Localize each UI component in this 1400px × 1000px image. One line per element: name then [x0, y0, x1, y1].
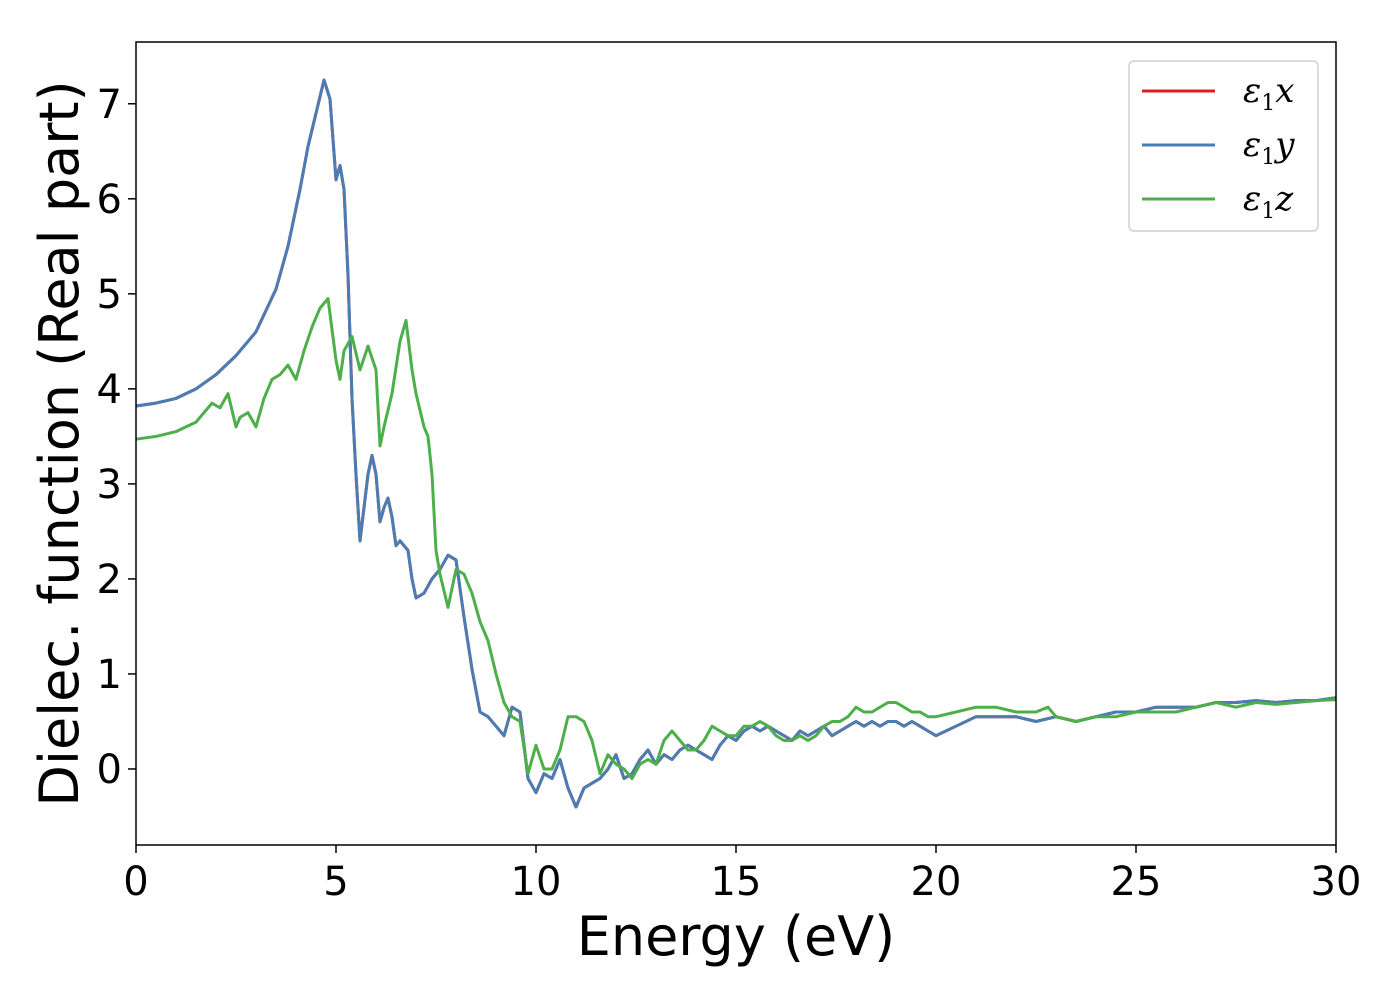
- legend-box: [1128, 60, 1319, 232]
- legend-label-z: ε1z: [1243, 179, 1294, 224]
- y-tick-label: 3: [97, 462, 122, 508]
- y-tick-label: 0: [97, 747, 122, 793]
- y-axis-label: Dielec. function (Real part): [28, 80, 91, 806]
- legend-label-y: ε1y: [1243, 125, 1295, 170]
- series-layer: [135, 78, 1337, 809]
- x-tick-label: 20: [911, 859, 962, 905]
- y-tick-label: 2: [97, 557, 122, 603]
- x-tick-label: 10: [511, 859, 562, 905]
- x-tick-label: 0: [123, 859, 148, 905]
- series-line-y: [135, 78, 1337, 809]
- y-tick-label: 4: [97, 367, 122, 413]
- y-tick-label: 6: [97, 177, 122, 223]
- x-tick-label: 5: [323, 859, 348, 905]
- x-axis-ticks: 0 5 10 15 20 25 30: [123, 845, 1361, 905]
- x-axis-label: Energy (eV): [577, 905, 896, 968]
- y-tick-label: 5: [97, 272, 122, 318]
- legend-label-x: ε1x: [1243, 71, 1294, 116]
- x-tick-label: 15: [711, 859, 762, 905]
- legend: ε1x ε1y ε1z: [1128, 60, 1319, 232]
- x-tick-label: 25: [1111, 859, 1162, 905]
- series-line-z: [135, 297, 1337, 780]
- y-axis-ticks: 0 1 2 3 4 5 6 7: [97, 82, 136, 793]
- y-tick-label: 7: [97, 82, 122, 128]
- x-tick-label: 30: [1311, 859, 1362, 905]
- y-tick-label: 1: [97, 652, 122, 698]
